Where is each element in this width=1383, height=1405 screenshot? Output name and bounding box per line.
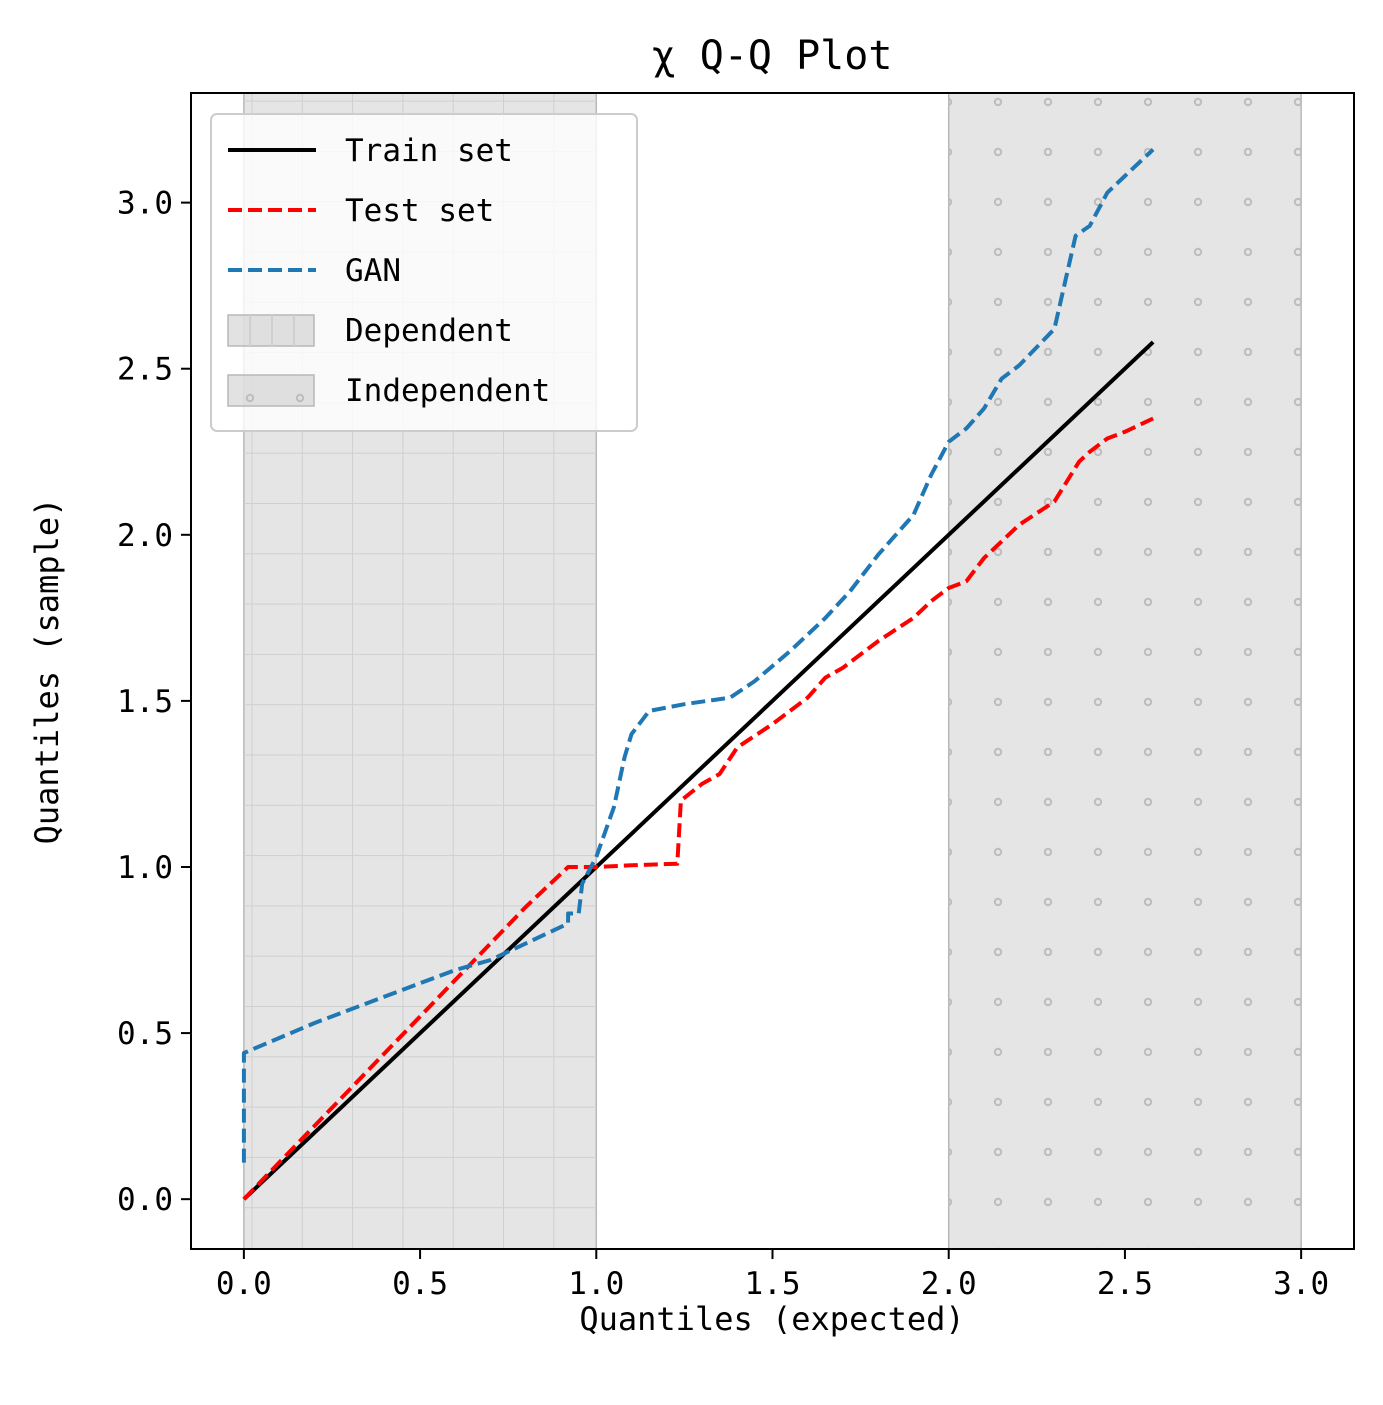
x-tick-label: 1.0 (568, 1266, 624, 1302)
y-tick-label: 2.5 (117, 352, 173, 388)
chart-title: χ Q-Q Plot (652, 33, 893, 79)
x-tick-label: 3.0 (1273, 1266, 1329, 1302)
x-tick-label: 2.0 (921, 1266, 977, 1302)
x-tick-label: 0.5 (392, 1266, 448, 1302)
y-tick-label: 1.5 (117, 684, 173, 720)
x-tick-label: 1.5 (745, 1266, 801, 1302)
x-axis-label: Quantiles (expected) (579, 1300, 964, 1338)
x-tick-label: 0.0 (216, 1266, 272, 1302)
series-layer (241, 148, 1155, 1201)
y-tick-label: 0.5 (117, 1016, 173, 1052)
legend-label: Independent (345, 373, 550, 409)
y-tick-label: 2.0 (117, 518, 173, 554)
x-axis-ticks: 0.0 0.5 1.0 1.5 2.0 2.5 3.0 (216, 1249, 1329, 1302)
legend: Train set Test set GAN Dependent Independent (210, 113, 638, 432)
y-tick-label: 3.0 (117, 186, 173, 222)
legend-label: Dependent (345, 313, 513, 349)
legend-dot (295, 393, 305, 403)
region-pattern-independent (948, 93, 1302, 1249)
legend-box (210, 113, 638, 432)
legend-label: Train set (345, 133, 513, 169)
legend-label: Test set (345, 193, 494, 229)
legend-dot (245, 393, 255, 403)
legend-label: GAN (345, 253, 401, 289)
y-tick-label: 1.0 (117, 850, 173, 886)
x-tick-label: 2.5 (1097, 1266, 1153, 1302)
y-tick-label: 0.0 (117, 1182, 173, 1218)
series-line-train-set (242, 340, 1155, 1201)
y-axis-ticks: 0.0 0.5 1.0 1.5 2.0 2.5 3.0 (117, 186, 191, 1218)
y-axis-label: Quantiles (sample) (28, 498, 66, 845)
series-line-gan (241, 148, 1155, 1163)
